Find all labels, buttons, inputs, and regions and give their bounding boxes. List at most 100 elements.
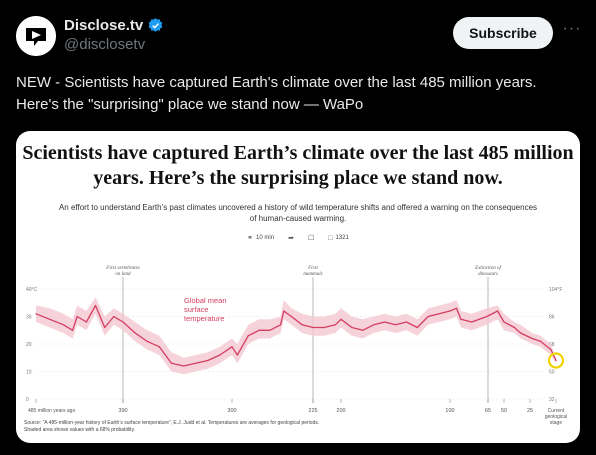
x-tick-label: geological [545,414,568,420]
data-point [427,315,429,318]
data-point [207,359,209,362]
tweet-header: Disclose.tv @disclosetv Subscribe ··· [16,14,580,56]
handle[interactable]: @disclosetv [64,36,146,53]
y-left-tick-label: 20 [26,342,32,348]
annotation-label: on land [115,272,131,277]
data-point [405,321,407,323]
data-point [158,346,160,348]
y-right-tick-label: 32 [549,397,555,403]
x-tick-label: 100 [445,408,454,414]
data-point [351,326,353,329]
y-right-tick-label: 68 [549,342,555,348]
y-right-tick-label: 86 [549,315,555,321]
data-point [94,304,97,307]
data-point [416,326,418,329]
data-point [555,359,557,362]
avatar[interactable] [16,16,56,56]
data-point [290,315,292,318]
y-left-tick-label: 30 [26,315,32,321]
data-point [122,321,124,323]
disclose-logo-icon [16,16,56,56]
confidence-band [36,297,556,375]
data-point [49,318,51,320]
data-point [497,310,499,312]
subscribe-button[interactable]: Subscribe [453,17,553,49]
bookmark-icon[interactable]: ☐ [307,235,315,242]
data-point [247,335,249,337]
comment-icon: □ [328,234,333,242]
data-point [301,324,303,326]
x-tick-label: Current [548,408,565,414]
headphones-icon: ⚭ [247,235,254,242]
x-tick-label: 485 million years ago [28,408,75,414]
data-point [438,313,440,315]
annotation-label: First vertebrates [105,266,140,271]
data-point [35,313,37,315]
data-point [334,324,336,326]
data-point [312,326,314,329]
data-point [85,321,87,323]
y-right-tick-label: 104°F [549,287,562,293]
x-tick-label: 390 [118,408,127,414]
y-left-tick-label: 0 [26,397,29,403]
series-label: Global mean [184,296,227,305]
data-point [258,329,260,331]
data-point [231,346,233,348]
current-value-highlight [547,352,565,369]
data-point [170,362,172,364]
series-label: surface [184,305,209,314]
data-point [539,340,542,342]
annotation-label: First [307,266,318,271]
x-tick-label: 200 [336,408,345,414]
annotation-label: Extinction of [474,266,501,271]
article-headline: Scientists have captured Earth’s climate… [22,142,574,189]
data-point [503,321,505,323]
x-tick-label: 50 [501,408,507,414]
x-tick-label: 225 [308,408,317,414]
account-names: Disclose.tv @disclosetv [64,17,164,53]
comments[interactable]: □ 1321 [328,235,349,242]
data-point [283,310,285,312]
temperature-series-line [35,304,557,367]
x-tick-label: 65 [485,408,491,414]
data-point [280,324,282,326]
tweet-text: NEW - Scientists have captured Earth's c… [16,74,537,113]
data-point [455,307,458,309]
annotation-label: mammals [303,272,322,277]
article-deck: An effort to understand Earth’s past cli… [58,203,538,223]
more-options-icon[interactable]: ··· [562,20,582,37]
article-card[interactable]: Scientists have captured Earth’s climate… [16,131,580,443]
data-point [520,332,522,334]
annotation-label: dinosaurs [478,272,498,277]
data-point [449,310,451,312]
data-point [146,340,148,342]
data-point [384,321,386,323]
data-point [550,348,552,351]
data-point [72,329,74,331]
x-tick-label: 300 [227,408,236,414]
data-point [362,329,364,331]
data-point [531,337,533,340]
data-point [513,326,515,329]
data-point [117,318,119,320]
data-point [62,324,65,326]
data-point [76,315,78,318]
data-point [394,324,397,326]
data-point [104,326,106,329]
display-name[interactable]: Disclose.tv [64,17,144,34]
data-point [113,315,115,318]
comment-count: 1321 [335,235,349,241]
data-point [236,354,238,356]
share-icon[interactable]: ➦ [288,235,294,242]
data-point [460,318,462,320]
data-point [183,365,185,367]
read-time-label: 10 min [256,235,275,241]
y-left-tick-label: 40°C [26,287,38,293]
read-time: ⚭ 10 min [247,234,274,242]
x-tick-label: 25 [527,408,533,414]
data-point [323,326,325,329]
chart-source: Source: “A 485-million-year history of E… [24,420,320,433]
series-label: temperature [184,314,224,323]
data-point [195,362,197,364]
y-right-tick-label: 50 [549,370,555,376]
